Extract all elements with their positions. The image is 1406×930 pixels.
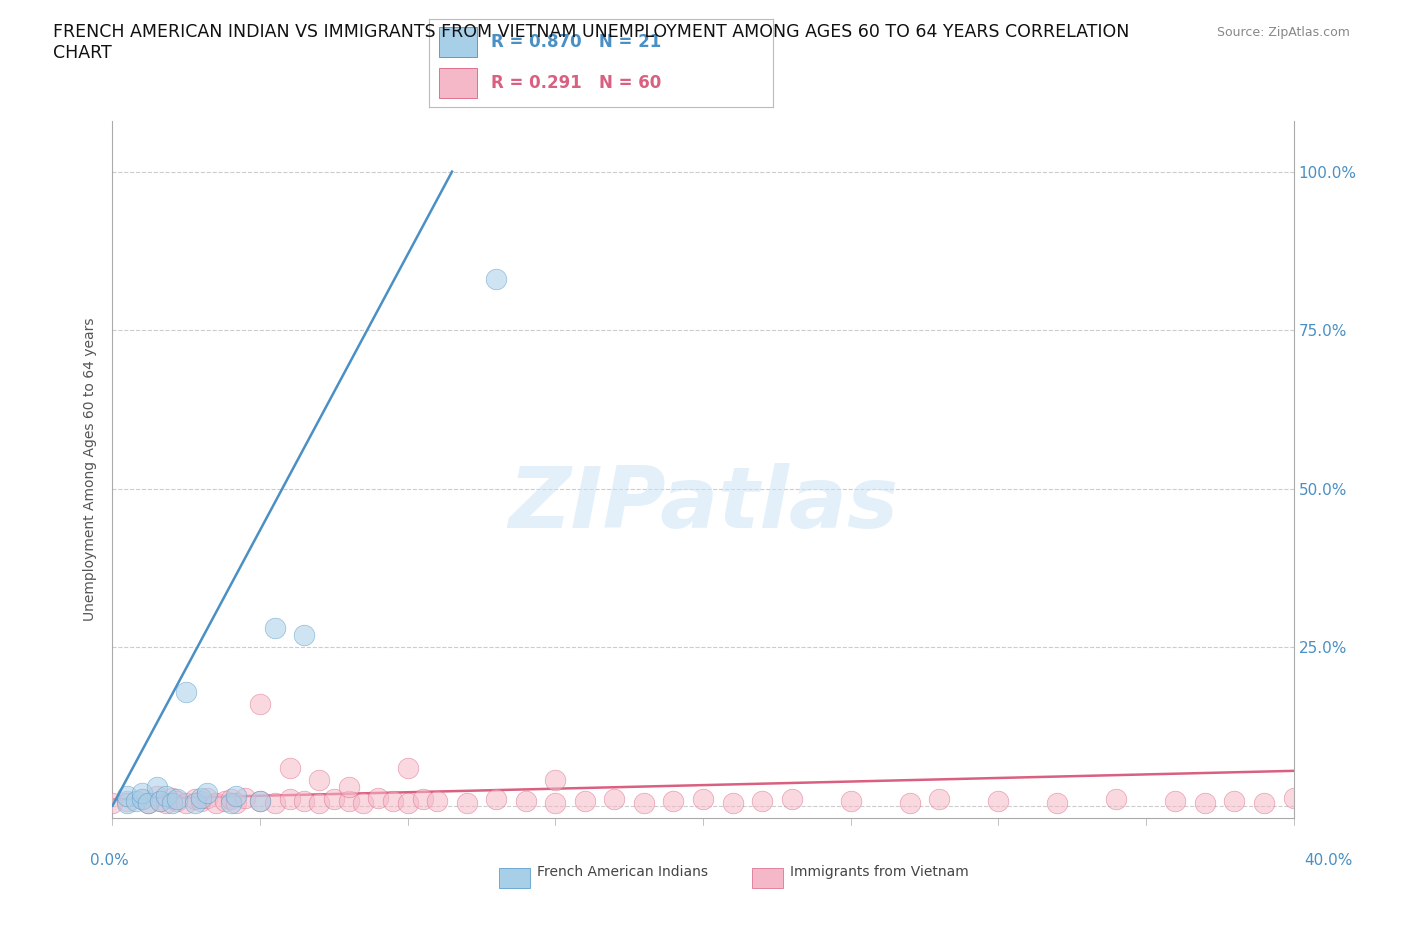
Point <box>603 792 626 807</box>
Point <box>249 793 271 808</box>
Point <box>411 792 433 807</box>
Point <box>101 795 124 810</box>
Point <box>485 272 508 286</box>
Point <box>131 786 153 801</box>
Point <box>195 786 218 801</box>
Point <box>136 795 159 810</box>
Point <box>219 792 242 807</box>
Point <box>721 795 744 810</box>
Text: 40.0%: 40.0% <box>1305 853 1353 868</box>
Point <box>278 792 301 807</box>
Text: R = 0.870   N = 21: R = 0.870 N = 21 <box>491 33 661 51</box>
Point <box>692 792 714 807</box>
FancyBboxPatch shape <box>439 28 477 58</box>
Point <box>987 793 1010 808</box>
Point <box>574 793 596 808</box>
Point <box>544 795 567 810</box>
Point <box>1046 795 1069 810</box>
Point <box>117 789 138 804</box>
Point <box>264 620 287 635</box>
Point <box>166 792 188 807</box>
Point <box>1282 790 1305 805</box>
Point <box>515 793 537 808</box>
Text: Source: ZipAtlas.com: Source: ZipAtlas.com <box>1216 26 1350 39</box>
Point <box>219 795 242 810</box>
Point <box>131 792 153 807</box>
Point <box>136 795 159 810</box>
Point <box>292 793 315 808</box>
Point <box>928 792 950 807</box>
Point <box>382 793 405 808</box>
Point <box>214 793 236 808</box>
Point <box>662 793 685 808</box>
Point <box>751 793 773 808</box>
Text: R = 0.291   N = 60: R = 0.291 N = 60 <box>491 74 661 92</box>
Point <box>337 779 360 794</box>
Point <box>1194 795 1216 810</box>
Point <box>898 795 921 810</box>
Point <box>149 793 172 808</box>
Text: FRENCH AMERICAN INDIAN VS IMMIGRANTS FROM VIETNAM UNEMPLOYMENT AMONG AGES 60 TO : FRENCH AMERICAN INDIAN VS IMMIGRANTS FRO… <box>53 23 1130 62</box>
Point <box>174 795 197 810</box>
Point <box>278 760 301 775</box>
Point <box>1253 795 1275 810</box>
Point <box>155 795 177 810</box>
Point <box>160 790 183 805</box>
Point <box>125 793 148 808</box>
Point <box>233 790 256 805</box>
Text: French American Indians: French American Indians <box>537 865 709 880</box>
Y-axis label: Unemployment Among Ages 60 to 64 years: Unemployment Among Ages 60 to 64 years <box>83 318 97 621</box>
Point <box>225 795 247 810</box>
Point <box>149 793 172 808</box>
Point <box>396 760 419 775</box>
Point <box>160 795 183 810</box>
FancyBboxPatch shape <box>439 68 477 99</box>
Point <box>117 793 138 808</box>
Point <box>633 795 655 810</box>
Point <box>367 790 389 805</box>
Point <box>337 793 360 808</box>
Point <box>190 793 212 808</box>
Point <box>396 795 419 810</box>
Point <box>166 793 188 808</box>
Point <box>155 789 177 804</box>
Point <box>225 789 247 804</box>
Point <box>308 795 330 810</box>
Point <box>184 792 207 807</box>
Point <box>485 792 508 807</box>
Point <box>456 795 478 810</box>
Point <box>249 697 271 711</box>
Text: 0.0%: 0.0% <box>90 853 129 868</box>
Point <box>146 789 169 804</box>
Point <box>308 773 330 788</box>
Point <box>146 779 169 794</box>
Point <box>184 795 207 810</box>
Text: ZIPatlas: ZIPatlas <box>508 463 898 546</box>
Point <box>1105 792 1128 807</box>
Point <box>174 684 197 699</box>
Point <box>1164 793 1187 808</box>
Point <box>839 793 862 808</box>
Point <box>352 795 374 810</box>
Point <box>205 795 228 810</box>
Point <box>323 792 346 807</box>
Point <box>190 790 212 805</box>
Point <box>780 792 803 807</box>
Point <box>544 773 567 788</box>
Point <box>1223 793 1246 808</box>
Point <box>264 795 287 810</box>
Point <box>426 793 449 808</box>
Point <box>249 793 271 808</box>
Text: Immigrants from Vietnam: Immigrants from Vietnam <box>790 865 969 880</box>
Point <box>117 795 138 810</box>
Point <box>195 790 218 805</box>
Point <box>292 627 315 642</box>
Point <box>131 792 153 807</box>
